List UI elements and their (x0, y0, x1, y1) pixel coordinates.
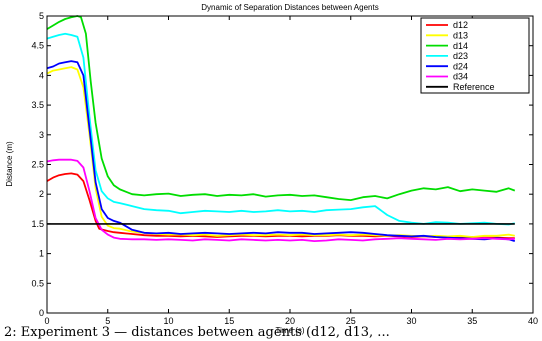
y-tick-label: 3 (39, 130, 44, 140)
x-axis-label: Time (s) (275, 326, 304, 335)
y-tick-label: 5 (39, 11, 44, 21)
series-line-d14 (46, 15, 516, 202)
x-tick-label: 10 (163, 316, 173, 326)
x-tick-label: 25 (346, 316, 356, 326)
legend-label-d13: d13 (453, 31, 468, 41)
x-tick-label: 40 (528, 316, 538, 326)
x-tick-label: 20 (285, 316, 295, 326)
y-tick-label: 1.5 (31, 219, 44, 229)
y-axis-label: Distance (m) (5, 141, 14, 187)
x-axis-ticks: 0 5 10 15 20 25 30 35 40 (44, 16, 538, 326)
y-tick-label: 4 (39, 70, 44, 80)
legend-label-reference: Reference (453, 82, 495, 92)
y-axis-ticks: 0 0.5 1 1.5 2 2.5 3 3.5 4 4.5 5 (31, 11, 533, 318)
series-line-d34 (46, 158, 515, 243)
y-tick-label: 0 (39, 308, 44, 318)
x-tick-label: 5 (105, 316, 110, 326)
y-tick-label: 4.5 (31, 41, 44, 51)
y-tick-label: 2.5 (31, 160, 44, 170)
legend-label-d34: d34 (453, 72, 468, 82)
x-tick-label: 15 (224, 316, 234, 326)
figure-caption: 2: Experiment 3 — distances between agen… (4, 325, 390, 340)
legend-label-d23: d23 (453, 51, 468, 61)
y-tick-label: 0.5 (31, 278, 44, 288)
legend-label-d14: d14 (453, 41, 468, 51)
x-tick-label: 30 (406, 316, 416, 326)
legend-label-d12: d12 (453, 20, 468, 30)
series-line-d23 (46, 32, 515, 226)
plot-series (46, 15, 516, 243)
x-tick-label: 35 (467, 316, 477, 326)
chart-title: Dynamic of Separation Distances between … (201, 3, 378, 12)
y-tick-label: 2 (39, 189, 44, 199)
legend-label-d24: d24 (453, 61, 468, 71)
y-tick-label: 3.5 (31, 100, 44, 110)
series-line-d24 (46, 60, 516, 242)
y-tick-label: 1 (39, 249, 44, 259)
x-tick-label: 0 (44, 316, 49, 326)
